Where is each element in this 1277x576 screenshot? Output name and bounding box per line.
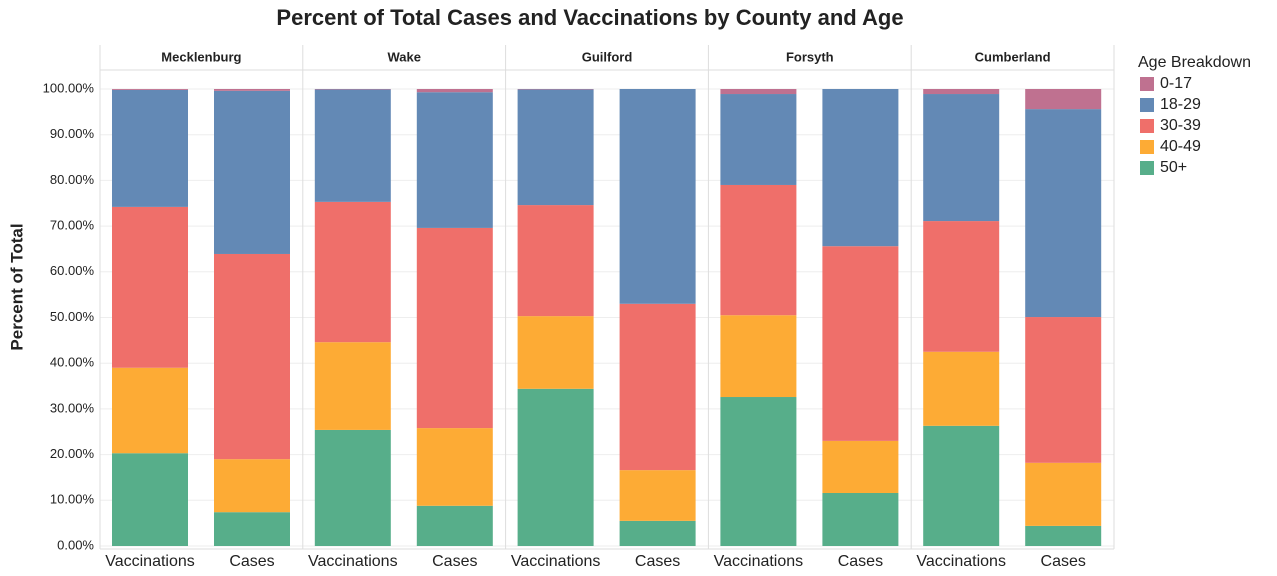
bar-segment [620,89,696,304]
bar-segment [923,352,999,426]
x-tick-label: Vaccinations [105,553,195,570]
y-axis-label: Percent of Total [7,223,26,350]
x-tick-label: Vaccinations [308,553,398,570]
bar-segment [112,89,188,90]
facet-label: Cumberland [975,49,1051,64]
x-tick-label: Cases [1041,553,1086,570]
legend-title: Age Breakdown [1138,54,1251,71]
bar-segment [720,315,796,397]
facet-label: Mecklenburg [161,49,241,64]
bar-segment [720,89,796,94]
x-tick-label: Vaccinations [916,553,1006,570]
legend-label: 18-29 [1160,96,1201,113]
legend-swatch [1140,161,1154,175]
bar-segment [620,304,696,470]
bar-segment [1025,89,1101,109]
x-tick-label: Cases [229,553,274,570]
y-tick-label: 100.00% [43,80,95,95]
bar-segment [720,185,796,315]
bar-segment [518,205,594,316]
x-tick-label: Cases [635,553,680,570]
bar-segment [1025,317,1101,463]
y-tick-label: 70.00% [50,218,95,233]
x-tick-label: Vaccinations [511,553,601,570]
legend-swatch [1140,119,1154,133]
chart-title: Percent of Total Cases and Vaccinations … [276,5,903,30]
bar-segment [822,246,898,441]
bar-segment [112,453,188,546]
x-tick-label: Cases [838,553,883,570]
bar-segment [620,470,696,521]
bar-segment [214,254,290,459]
bar-segment [518,89,594,205]
facet-label: Wake [387,49,420,64]
x-tick-label: Cases [432,553,477,570]
y-tick-label: 50.00% [50,309,95,324]
bar-segment [112,90,188,207]
bar-segment [315,342,391,430]
bar-segment [620,521,696,546]
legend-label: 40-49 [1160,138,1201,155]
bar-segment [417,89,493,92]
bar-segment [720,397,796,546]
bar-segment [417,228,493,428]
bar-segment [822,89,898,246]
y-tick-label: 60.00% [50,263,95,278]
bar-segment [417,92,493,228]
bar-segment [1025,109,1101,317]
bar-segment [1025,463,1101,526]
bar-segment [315,202,391,342]
y-tick-label: 0.00% [57,537,94,552]
legend-swatch [1140,140,1154,154]
bar-segment [214,512,290,546]
bar-segment [214,89,290,91]
legend-label: 30-39 [1160,117,1201,134]
bar-segment [518,316,594,389]
bar-segment [822,493,898,546]
bar-segment [214,91,290,254]
facet-label: Forsyth [786,49,834,64]
bar-segment [923,94,999,221]
bar-segment [923,221,999,352]
bar-segment [112,207,188,368]
y-tick-label: 80.00% [50,172,95,187]
bar-segment [720,94,796,185]
bar-segment [923,89,999,94]
bar-segment [518,389,594,546]
bar-segment [417,506,493,546]
y-tick-label: 30.00% [50,400,95,415]
legend-label: 0-17 [1160,75,1192,92]
legend-label: 50+ [1160,159,1187,176]
bar-segment [1025,526,1101,546]
legend-swatch [1140,98,1154,112]
bar-segment [214,459,290,512]
y-tick-label: 40.00% [50,355,95,370]
legend-swatch [1140,77,1154,91]
bar-segment [112,368,188,453]
x-tick-label: Vaccinations [714,553,804,570]
bar-segment [315,430,391,546]
bar-segment [822,441,898,493]
y-tick-label: 10.00% [50,492,95,507]
bar-segment [315,89,391,201]
bar-segment [923,426,999,546]
y-tick-label: 90.00% [50,126,95,141]
bar-segment [417,428,493,506]
facet-label: Guilford [582,49,633,64]
y-tick-label: 20.00% [50,446,95,461]
